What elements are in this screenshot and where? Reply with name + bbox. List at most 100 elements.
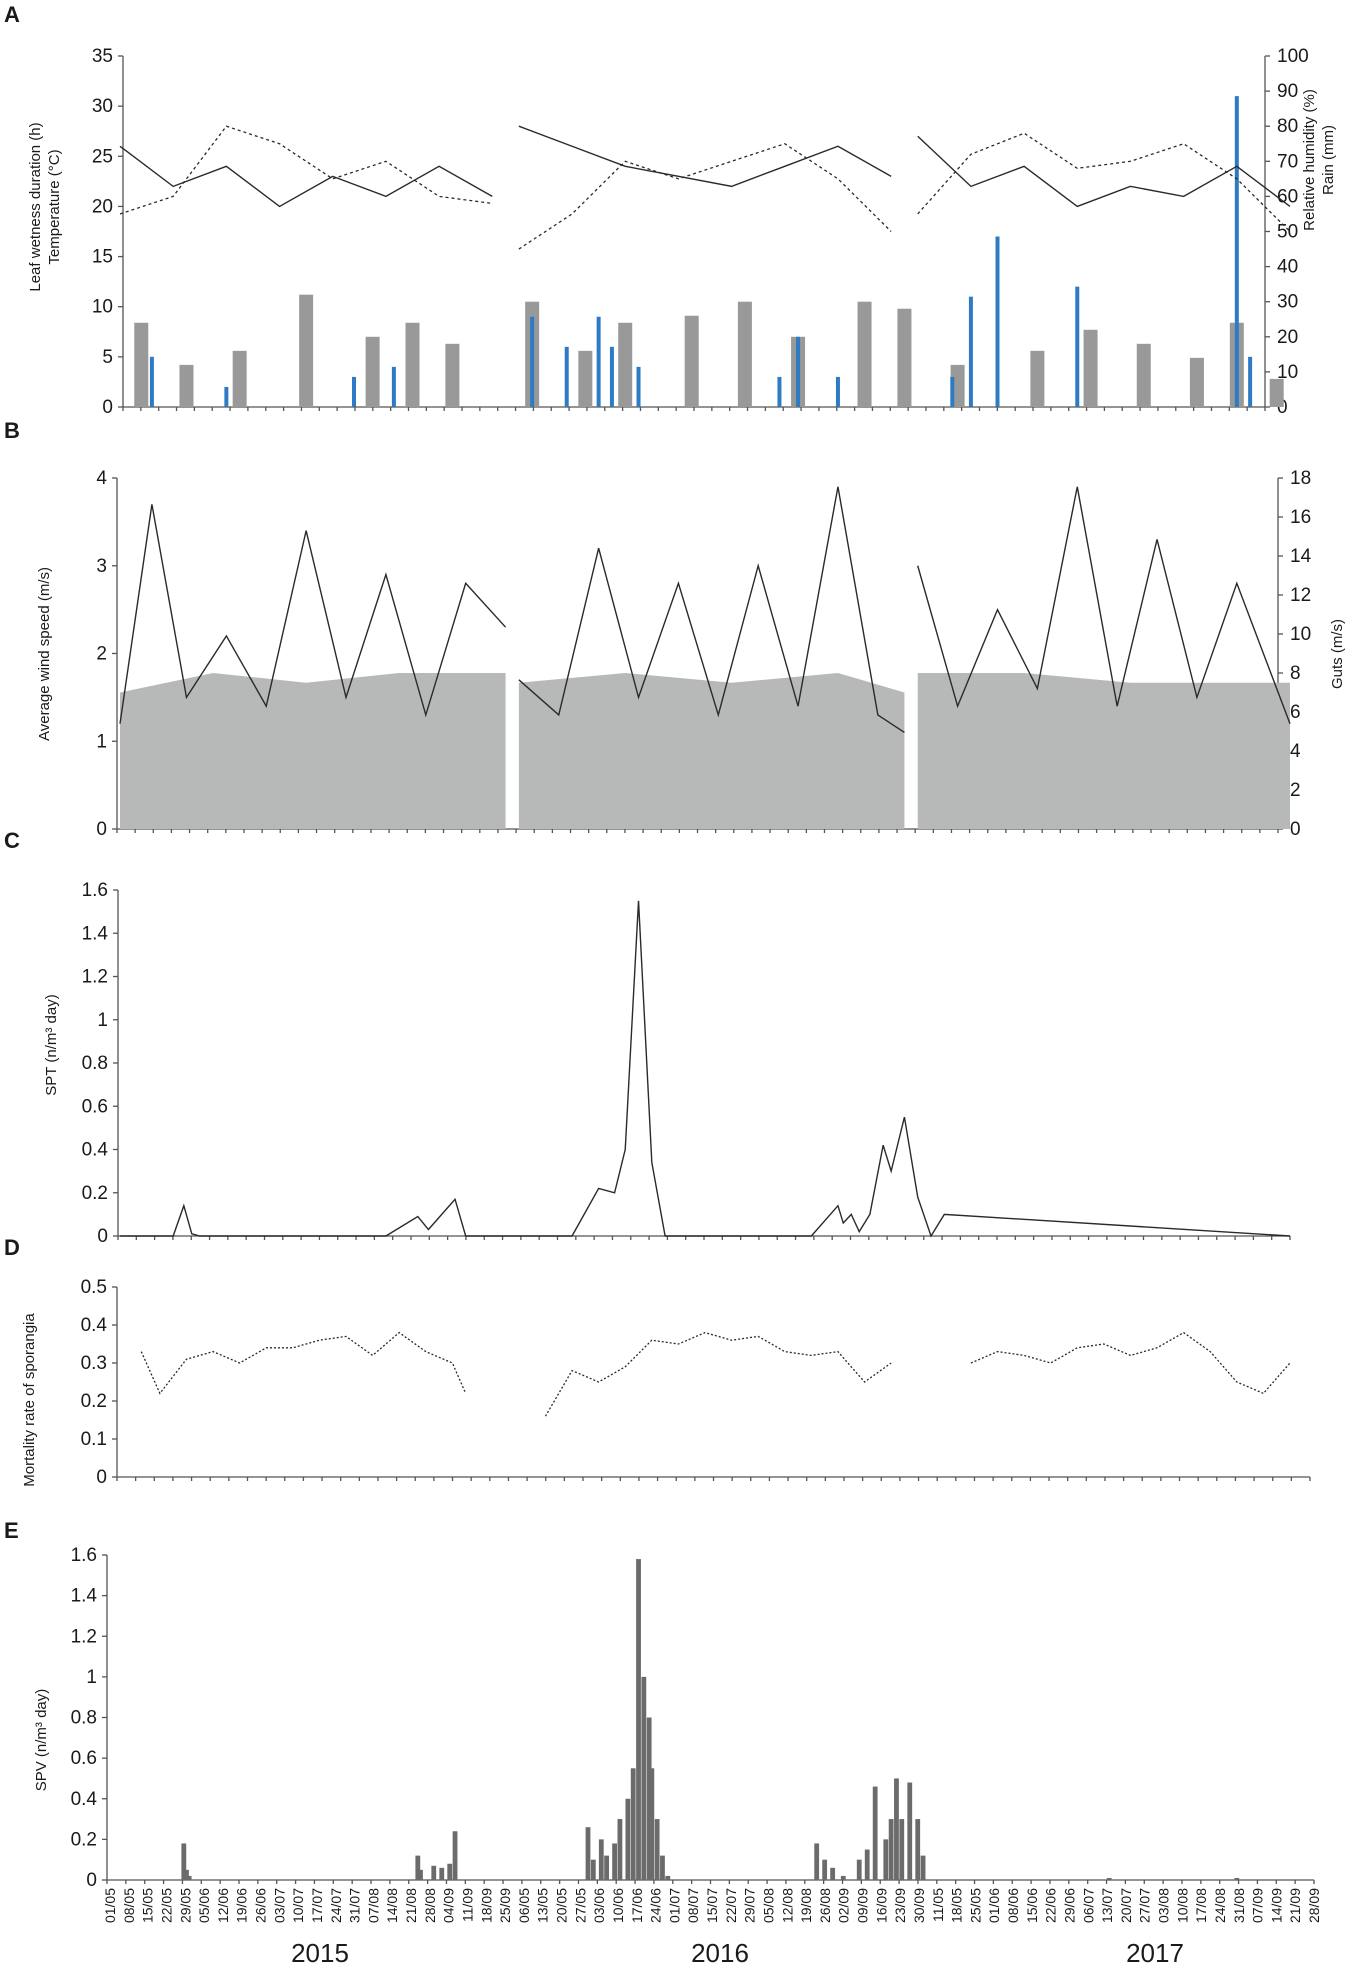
x-date-label: 26/06 bbox=[253, 1888, 269, 1923]
x-date-label: 07/09 bbox=[1250, 1888, 1266, 1923]
x-date-label: 19/08 bbox=[798, 1888, 814, 1923]
panel-b-y2tick-label: 12 bbox=[1290, 585, 1311, 606]
x-date-label: 06/05 bbox=[516, 1888, 532, 1923]
x-date-label: 25/05 bbox=[967, 1888, 983, 1923]
panel-a-y2tick-label: 70 bbox=[1277, 151, 1298, 172]
panel-e-spv-bar bbox=[856, 1859, 862, 1880]
x-date-label: 02/09 bbox=[836, 1888, 852, 1923]
x-date-label: 21/08 bbox=[403, 1888, 419, 1923]
panel-e-spv-bar bbox=[598, 1839, 604, 1880]
x-date-label: 03/08 bbox=[1156, 1888, 1172, 1923]
x-date-label: 08/07 bbox=[685, 1888, 701, 1923]
panel-a-ytick-label: 5 bbox=[102, 347, 113, 368]
panel-a-temperature-line bbox=[917, 135, 1291, 208]
x-date-label: 01/07 bbox=[666, 1888, 682, 1923]
panel-a-rain-blue-bar bbox=[1234, 96, 1239, 407]
year-label-2015: 2015 bbox=[291, 1938, 349, 1968]
x-date-label: 01/06 bbox=[986, 1888, 1002, 1923]
x-date-label: 15/07 bbox=[704, 1888, 720, 1923]
x-date-label: 12/08 bbox=[779, 1888, 795, 1923]
panel-b-y2tick-label: 2 bbox=[1290, 780, 1301, 801]
x-date-label: 20/07 bbox=[1118, 1888, 1134, 1923]
x-date-label: 28/09 bbox=[1306, 1888, 1322, 1923]
panel-a-temperature-line bbox=[119, 145, 493, 208]
panel-e-spv-bar bbox=[630, 1768, 636, 1880]
x-date-label: 10/07 bbox=[290, 1888, 306, 1923]
x-date-label: 08/06 bbox=[1005, 1888, 1021, 1923]
panel-a-rain-grey-bar bbox=[179, 364, 194, 407]
x-date-label: 04/09 bbox=[441, 1888, 457, 1923]
panel-letter-b: B bbox=[4, 418, 20, 443]
panel-d-ylabel: Mortality rate of sporangia bbox=[21, 1313, 38, 1487]
x-date-label: 15/05 bbox=[140, 1888, 156, 1923]
panel-a-ylabel-1: Leaf wetness duration (h) bbox=[27, 122, 44, 291]
panel-e-spv-bar bbox=[649, 1768, 655, 1880]
panel-a-y2tick-label: 0 bbox=[1277, 397, 1288, 418]
panel-e-spv-bar bbox=[646, 1717, 652, 1880]
x-date-label: 29/07 bbox=[742, 1888, 758, 1923]
panel-a-rain-blue-bar bbox=[1248, 356, 1253, 407]
x-date-label: 28/08 bbox=[422, 1888, 438, 1923]
panel-a-y2tick-label: 20 bbox=[1277, 327, 1298, 348]
panel-b-y2tick-label: 4 bbox=[1290, 741, 1301, 762]
panel-a-rain-grey-bar bbox=[737, 301, 752, 407]
x-date-label: 21/09 bbox=[1287, 1888, 1303, 1923]
panel-letter-a: A bbox=[4, 2, 20, 27]
x-date-label: 14/09 bbox=[1268, 1888, 1284, 1923]
x-date-label: 22/06 bbox=[1043, 1888, 1059, 1923]
panel-a-ytick-label: 30 bbox=[92, 96, 113, 117]
panel-b-y2tick-label: 6 bbox=[1290, 702, 1301, 723]
panel-e-spv-bar bbox=[654, 1819, 660, 1880]
panel-a-ytick-label: 35 bbox=[92, 46, 113, 67]
panel-d-ytick-label: 0.3 bbox=[81, 1353, 107, 1374]
panel-a-rain-grey-bar bbox=[445, 343, 460, 407]
panel-e-spv-bar bbox=[439, 1867, 445, 1880]
panel-d-ytick-label: 0.4 bbox=[81, 1315, 108, 1336]
panel-e-ytick-label: 1.4 bbox=[71, 1586, 98, 1607]
x-date-label: 24/06 bbox=[648, 1888, 664, 1923]
panel-e-ytick-label: 0.2 bbox=[71, 1829, 97, 1850]
panel-a-rain-grey-bar bbox=[365, 336, 380, 407]
panel-a-y2tick-label: 100 bbox=[1277, 46, 1309, 67]
panel-b-y2tick-label: 18 bbox=[1290, 468, 1311, 489]
x-date-label: 15/06 bbox=[1024, 1888, 1040, 1923]
x-date-label: 03/07 bbox=[271, 1888, 287, 1923]
panel-e-spv-bar bbox=[585, 1827, 591, 1880]
panel-e-spv-bar bbox=[431, 1865, 437, 1880]
panel-a-rain-blue-bar bbox=[149, 356, 154, 407]
panel-a-rain-blue-bar bbox=[352, 376, 356, 407]
panel-e-spv-bar bbox=[418, 1869, 423, 1880]
x-date-label: 03/06 bbox=[591, 1888, 607, 1923]
panel-e-spv-bar bbox=[186, 1875, 192, 1880]
panel-a-rain-grey-bar bbox=[897, 308, 912, 407]
panel-a-rain-grey-bar bbox=[299, 294, 314, 407]
panel-a-ytick-label: 0 bbox=[102, 397, 113, 418]
x-date-label: 10/06 bbox=[610, 1888, 626, 1923]
panel-e-spv-bar bbox=[590, 1859, 596, 1880]
x-date-label: 31/08 bbox=[1231, 1888, 1247, 1923]
x-date-label: 27/05 bbox=[572, 1888, 588, 1923]
year-label-2016: 2016 bbox=[691, 1938, 749, 1968]
panel-b-ylabel: Average wind speed (m/s) bbox=[36, 567, 53, 741]
panel-b-wind-line bbox=[518, 486, 905, 734]
panel-e-spv-bar bbox=[920, 1855, 926, 1880]
x-date-label: 18/09 bbox=[478, 1888, 494, 1923]
panel-e-spv-bar bbox=[888, 1819, 894, 1880]
panel-e-spv-bar bbox=[415, 1855, 421, 1880]
x-date-label: 13/07 bbox=[1099, 1888, 1115, 1923]
panel-a-rain-grey-bar bbox=[1030, 350, 1045, 407]
panel-e-ytick-label: 1 bbox=[86, 1667, 97, 1688]
panel-e-spv-bar bbox=[447, 1863, 453, 1880]
panel-a-rain-grey-bar bbox=[1269, 378, 1284, 407]
panel-d-mortality-line bbox=[140, 1331, 467, 1395]
panel-e-spv-bar bbox=[894, 1778, 899, 1880]
x-date-label: 30/09 bbox=[911, 1888, 927, 1923]
x-date-label: 29/06 bbox=[1061, 1888, 1077, 1923]
x-date-label: 17/06 bbox=[629, 1888, 645, 1923]
panel-a-rain-blue-bar bbox=[391, 366, 396, 407]
x-date-label: 09/09 bbox=[855, 1888, 871, 1923]
panel-a-rain-grey-bar bbox=[578, 350, 593, 407]
panel-a-ytick-label: 20 bbox=[92, 196, 113, 217]
panel-e-spv-bar bbox=[660, 1855, 665, 1880]
